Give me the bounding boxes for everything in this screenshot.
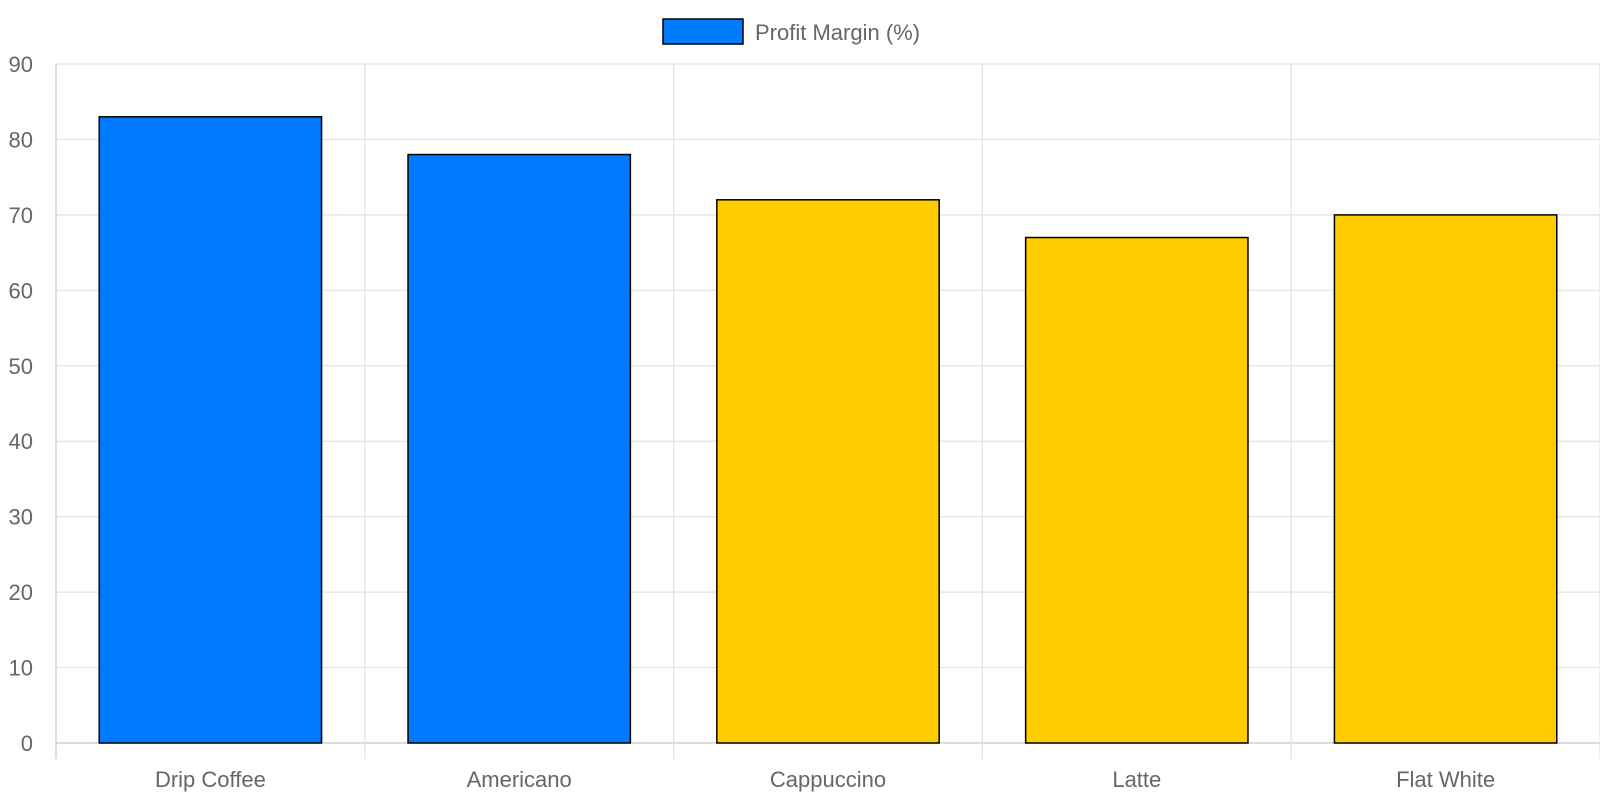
y-axis: 0 10 20 30 40 50 60 70 80 90 (9, 52, 33, 756)
legend[interactable]: Profit Margin (%) (662, 18, 920, 45)
y-tick-label: 90 (9, 52, 33, 77)
bars (98, 116, 1558, 744)
y-tick-label: 80 (9, 127, 33, 152)
bar-cappuccino[interactable] (716, 199, 940, 744)
y-tick-label: 20 (9, 580, 33, 605)
y-tick-label: 50 (9, 354, 33, 379)
bar-flat-white[interactable] (1333, 214, 1558, 744)
y-tick-label: 40 (9, 429, 33, 454)
y-tick-label: 30 (9, 505, 33, 530)
legend-label: Profit Margin (%) (755, 20, 920, 45)
y-tick-label: 0 (21, 731, 33, 756)
y-tick-label: 70 (9, 203, 33, 228)
bar-drip-coffee[interactable] (98, 116, 323, 744)
x-tick-label: Cappuccino (770, 767, 886, 792)
legend-swatch (662, 18, 744, 45)
x-axis: Drip Coffee Americano Cappuccino Latte Flat … (155, 767, 1495, 792)
bar-latte[interactable] (1024, 236, 1249, 744)
x-tick-label: Drip Coffee (155, 767, 266, 792)
y-tick-label: 60 (9, 278, 33, 303)
x-tick-label: Flat White (1396, 767, 1495, 792)
x-tick-label: Americano (467, 767, 572, 792)
bar-americano[interactable] (407, 153, 632, 744)
x-tick-label: Latte (1112, 767, 1161, 792)
y-tick-label: 10 (9, 656, 33, 681)
